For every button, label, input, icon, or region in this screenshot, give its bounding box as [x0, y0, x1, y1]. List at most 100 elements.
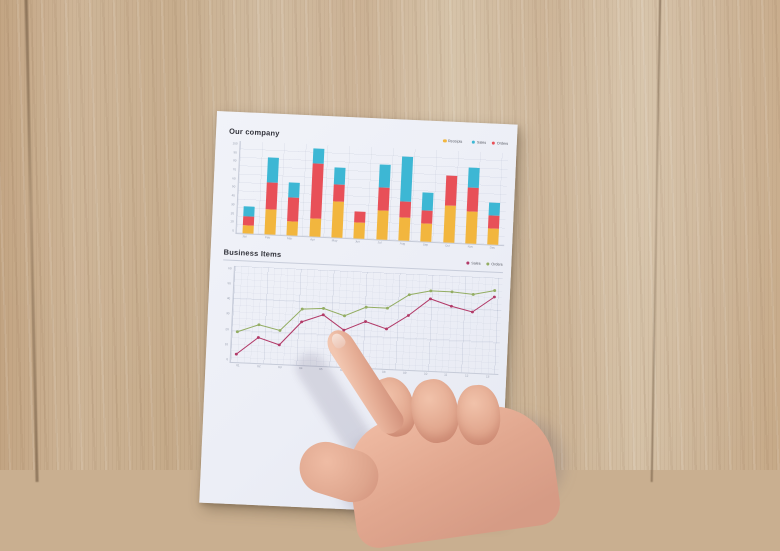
- bar-chart-plot-row: 100 90 80 70 60 50 40 30 20 10 0: [211, 135, 516, 247]
- axis-tick-label: May: [331, 239, 338, 243]
- legend-label: Receipts: [448, 139, 463, 144]
- data-point-marker-sales: [470, 310, 474, 314]
- data-point-marker-orders: [407, 293, 411, 297]
- axis-tick-label: Sep: [422, 243, 428, 247]
- data-point-marker-orders: [257, 323, 261, 327]
- bar-segment-receipts: [442, 205, 456, 243]
- legend-dot-icon: [471, 140, 476, 144]
- axis-tick-label: 0: [225, 358, 228, 362]
- bar-segment-sales: [467, 167, 480, 188]
- legend-item: Sales: [471, 139, 486, 146]
- printed-report-paper: Our company Receipts Sales Orders 100 90 80 7…: [199, 111, 518, 517]
- axis-tick-label: Jun: [354, 240, 360, 244]
- bar-chart-plot-area: [235, 141, 509, 247]
- legend-dot-icon: [491, 141, 496, 145]
- axis-tick-label: Mar: [287, 237, 293, 241]
- bar-segment-orders: [309, 163, 324, 219]
- axis-tick-label: 30: [226, 312, 230, 316]
- axis-tick-label: Jan: [242, 235, 248, 239]
- legend-dot-icon: [465, 261, 470, 265]
- line-chart-title: Business Items: [223, 247, 282, 260]
- data-point-marker-sales: [428, 297, 432, 301]
- axis-tick-label: 40: [227, 297, 231, 301]
- axis-tick-label: 50: [227, 282, 232, 286]
- data-point-marker-sales: [277, 343, 281, 347]
- axis-tick-label: 10: [423, 372, 428, 376]
- bar-segment-receipts: [487, 228, 500, 245]
- stacked-bar: [487, 153, 502, 245]
- bar-segment-sales: [266, 157, 279, 184]
- line-chart-plot-row: 60 50 40 30 20 10 0: [206, 260, 511, 376]
- data-point-marker-orders: [322, 307, 326, 310]
- legend-dot-icon: [485, 262, 490, 266]
- legend-item: Receipts: [443, 138, 464, 145]
- bar-segment-receipts: [286, 221, 299, 236]
- wood-plank-seam-right: [650, 0, 662, 482]
- axis-tick-label: Dec: [489, 246, 496, 250]
- axis-tick-label: 13: [486, 375, 490, 379]
- bar-segment-orders: [354, 211, 366, 223]
- stacked-bar: [420, 149, 436, 242]
- bar-segment-sales: [378, 164, 391, 189]
- bar-segment-orders: [265, 182, 278, 210]
- data-point-marker-sales: [449, 304, 453, 308]
- axis-tick-label: 50: [232, 185, 236, 189]
- stacked-bar: [286, 143, 302, 236]
- axis-tick-label: 40: [231, 194, 236, 198]
- line-series-orders: [237, 290, 495, 333]
- line-chart-plot-area: [229, 265, 503, 376]
- axis-tick-label: Oct: [445, 244, 450, 248]
- axis-tick-label: 09: [402, 371, 407, 375]
- bar-segment-sales: [421, 192, 434, 211]
- axis-tick-label: 60: [232, 177, 237, 181]
- data-point-marker-sales: [492, 295, 496, 299]
- data-point-marker-sales: [364, 320, 368, 323]
- axis-tick-label: 100: [232, 142, 238, 146]
- bar-segment-receipts: [353, 222, 366, 239]
- bar-slot: [482, 152, 508, 245]
- bar-segment-orders: [332, 184, 345, 202]
- bar-segment-receipts: [264, 209, 277, 235]
- bar-segment-orders: [466, 187, 479, 213]
- data-point-marker-orders: [343, 314, 346, 318]
- axis-tick-label: Jul: [377, 241, 382, 245]
- wood-plank-seam-left: [24, 0, 39, 482]
- stacked-bar: [309, 144, 325, 237]
- data-point-marker-orders: [429, 289, 433, 293]
- axis-tick-label: 80: [233, 159, 237, 163]
- bar-chart-section: Our company Receipts Sales Orders 100 90 80 7…: [211, 111, 518, 254]
- legend-item: Orders: [485, 261, 502, 268]
- bar-segment-orders: [421, 210, 433, 225]
- line-chart-svg: [234, 289, 497, 356]
- data-point-marker-sales: [385, 327, 388, 331]
- bar-segment-orders: [444, 175, 457, 207]
- axis-tick-label: Aug: [399, 242, 406, 246]
- data-point-marker-orders: [471, 293, 475, 296]
- data-point-marker-orders: [450, 290, 454, 294]
- stacked-bar: [442, 150, 458, 243]
- axis-tick-label: 10: [225, 342, 229, 347]
- axis-tick-label: 0: [231, 229, 234, 233]
- data-point-marker-orders: [278, 329, 282, 332]
- bar-segment-sales: [288, 181, 301, 199]
- data-point-marker-orders: [493, 289, 497, 292]
- axis-tick-label: 30: [231, 203, 235, 207]
- stacked-bar: [398, 148, 414, 241]
- bar-segment-receipts: [398, 216, 411, 241]
- data-point-marker-orders: [300, 307, 304, 311]
- axis-tick-label: 03: [277, 366, 282, 370]
- bar-segment-receipts: [465, 211, 478, 244]
- axis-tick-label: 70: [232, 168, 237, 172]
- line-series-sales: [235, 296, 495, 355]
- bar-segment-receipts: [309, 217, 321, 237]
- axis-tick-label: Nov: [467, 245, 473, 249]
- axis-tick-label: 02: [256, 365, 261, 369]
- stacked-bar: [264, 142, 279, 235]
- legend-label: Orders: [496, 141, 508, 146]
- data-point-marker-sales: [234, 352, 238, 356]
- bar-segment-orders: [287, 197, 300, 222]
- data-point-marker-sales: [256, 336, 260, 339]
- axis-tick-label: 20: [225, 327, 230, 331]
- axis-tick-label: 90: [233, 150, 238, 155]
- legend-item: Orders: [491, 140, 508, 147]
